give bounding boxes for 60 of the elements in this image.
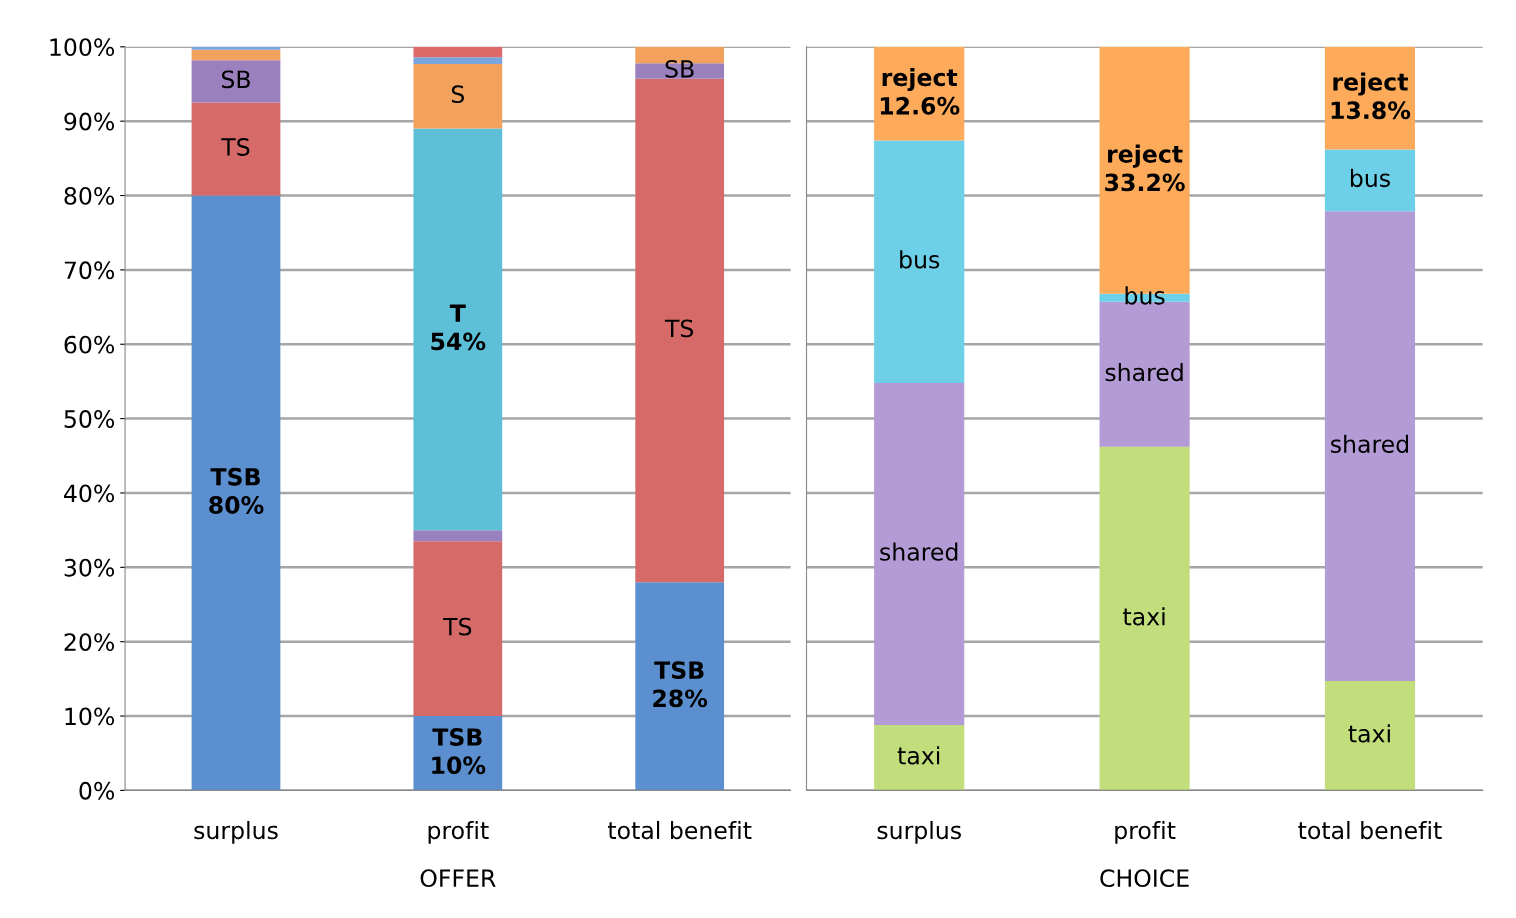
bar bbox=[413, 57, 503, 64]
bar bbox=[874, 724, 965, 791]
bar bbox=[413, 46, 503, 58]
y-tick-label: 30% bbox=[64, 558, 115, 577]
data-label: TSB 28% bbox=[653, 661, 708, 708]
x-tick-label: surplus bbox=[194, 820, 278, 844]
y-tick-label: 20% bbox=[64, 633, 115, 651]
x-axis-title: CHOICE bbox=[1100, 869, 1189, 888]
bar bbox=[874, 140, 965, 383]
bar bbox=[413, 530, 503, 542]
bar bbox=[635, 582, 725, 791]
y-tick-label: 100% bbox=[50, 38, 115, 57]
bar bbox=[191, 195, 281, 791]
bar bbox=[191, 46, 281, 50]
x-tick-label: profit bbox=[428, 820, 489, 844]
y-tick-label: 40% bbox=[64, 484, 115, 503]
data-label: TSB 80% bbox=[209, 467, 264, 514]
data-label: reject 33.2% bbox=[1105, 144, 1185, 192]
bar bbox=[191, 49, 281, 61]
data-label: S bbox=[451, 85, 465, 104]
y-tick-label: 50% bbox=[64, 410, 115, 428]
bar bbox=[413, 541, 503, 717]
bar bbox=[1324, 681, 1416, 791]
bar bbox=[1324, 211, 1416, 682]
bar bbox=[635, 78, 725, 583]
data-label: SB bbox=[665, 59, 694, 78]
bar bbox=[191, 102, 281, 196]
x-tick-label: surplus bbox=[877, 820, 961, 844]
data-label: bus bbox=[900, 250, 940, 269]
data-label: taxi bbox=[1123, 607, 1165, 626]
bar bbox=[191, 60, 281, 103]
data-label: reject 13.8% bbox=[1331, 72, 1411, 120]
bar bbox=[1324, 149, 1416, 212]
data-label: shared bbox=[880, 542, 958, 561]
y-tick-label: 80% bbox=[64, 186, 115, 205]
data-label: shared bbox=[1331, 434, 1409, 453]
y-tick-label: 10% bbox=[65, 707, 115, 726]
bar bbox=[1099, 446, 1190, 791]
data-label: reject 12.6% bbox=[880, 68, 960, 115]
y-tick-label: 90% bbox=[64, 112, 115, 131]
bar bbox=[874, 382, 965, 725]
x-tick-label: total benefit bbox=[607, 820, 752, 840]
y-tick-label: 70% bbox=[64, 261, 115, 280]
x-axis-title: OFFER bbox=[420, 869, 496, 888]
data-label: TS bbox=[664, 319, 694, 338]
data-label: TS bbox=[443, 617, 472, 636]
bar bbox=[413, 128, 503, 531]
y-tick-label: 0% bbox=[79, 781, 115, 800]
data-label: T 54% bbox=[431, 304, 486, 351]
data-label: taxi bbox=[897, 746, 940, 765]
data-label: shared bbox=[1105, 362, 1183, 382]
data-label: TS bbox=[221, 138, 250, 156]
y-tick-label: 60% bbox=[64, 335, 115, 354]
data-label: bus bbox=[1350, 168, 1390, 188]
x-tick-label: profit bbox=[1115, 820, 1176, 844]
bar bbox=[413, 63, 503, 129]
x-tick-label: total benefit bbox=[1298, 820, 1442, 840]
data-label: taxi bbox=[1348, 724, 1390, 743]
data-label: SB bbox=[221, 70, 250, 89]
data-label: TSB 10% bbox=[432, 728, 486, 775]
